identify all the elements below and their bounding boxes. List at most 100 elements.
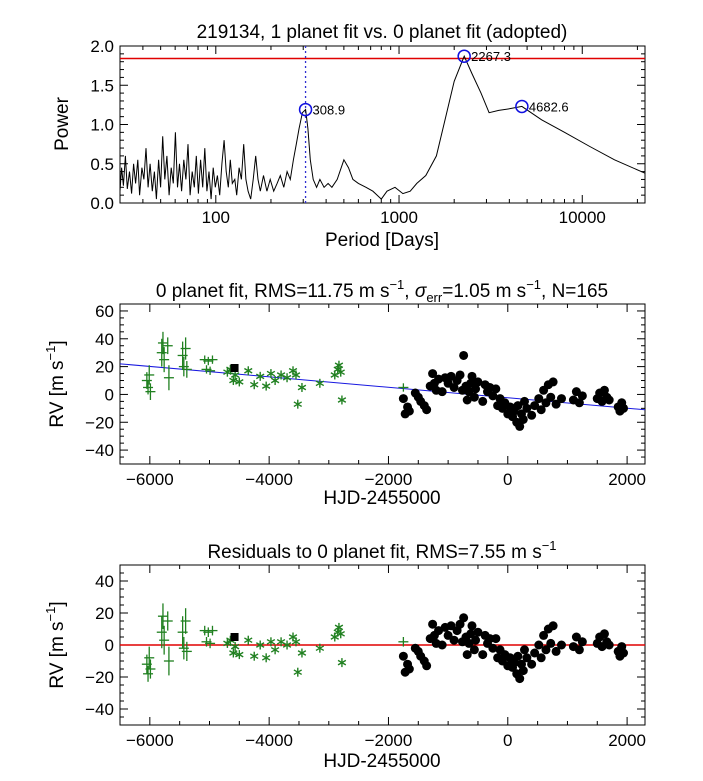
rv-y-label: RV [m s−1]: [43, 340, 68, 427]
star-data-point: [334, 360, 344, 370]
keck-data-point: [536, 653, 546, 663]
star-data-point: [291, 370, 301, 380]
old-data-point: [398, 383, 409, 392]
star-arm: [266, 638, 276, 645]
star-arm: [291, 372, 301, 378]
star-arm: [226, 637, 235, 644]
y-tick-label: −40: [85, 700, 114, 719]
star-arm: [330, 372, 340, 378]
rv-title-exp1: −1: [389, 277, 404, 292]
peak-label: 4682.6: [529, 99, 569, 114]
old-data-point: [162, 611, 173, 631]
keck-data-point: [519, 396, 529, 406]
keck-data-point: [571, 632, 581, 642]
star-arm: [270, 377, 280, 384]
x-tick-label: −4000: [245, 470, 293, 489]
star-arm: [255, 642, 265, 648]
keck-data-point: [527, 410, 537, 420]
rv-title-tail: , N=165: [541, 281, 608, 302]
star-data-point: [297, 382, 307, 392]
linear-trend-line: [119, 363, 646, 411]
star-arm: [244, 367, 253, 374]
keck-data-point: [478, 396, 488, 406]
keck-data-point: [513, 401, 523, 411]
rv-x-label: HJD-2455000: [323, 488, 440, 509]
residuals-title-exp: −1: [542, 538, 557, 553]
star-arm: [297, 650, 307, 656]
periodogram-plot-frame: [119, 45, 646, 204]
rv-title: 0 planet fit, RMS=11.75 m s−1, σerr=1.05…: [156, 277, 608, 305]
keck-data-point: [469, 392, 479, 402]
old-data-point: [181, 361, 192, 378]
periodogram-y-tick-label: 1.5: [90, 76, 114, 95]
rv-title-sigma: σ: [415, 281, 428, 302]
star-arm: [330, 634, 340, 640]
keck-data-point: [462, 395, 472, 405]
periodogram-curve: [119, 54, 646, 200]
y-tick-label: 20: [95, 604, 114, 623]
star-arm: [293, 669, 303, 676]
keck-data-point: [459, 350, 469, 360]
old-data-point: [159, 347, 170, 373]
keck-data-point: [467, 621, 477, 631]
old-data-point: [144, 365, 155, 385]
old-data-point: [145, 383, 156, 400]
keck-data-point: [534, 394, 544, 404]
star-data-point: [315, 378, 325, 388]
periodogram-y-tick-label: 2.0: [90, 37, 114, 56]
keck-data-point: [467, 371, 477, 381]
keck-data-point: [556, 394, 566, 404]
star-data-point: [255, 371, 265, 381]
keck-data-point: [422, 661, 432, 671]
star-arm: [282, 374, 292, 381]
rv-title-main: 0 planet fit, RMS=11.75 m s: [156, 281, 390, 302]
star-data-point: [293, 667, 303, 677]
x-tick-label: 0: [503, 470, 512, 489]
x-tick-label: −2000: [365, 731, 413, 750]
star-data-point: [297, 648, 307, 658]
keck-data-point: [574, 398, 584, 408]
keck-data-point: [536, 405, 546, 415]
periodogram-panel: 219134, 1 planet fit vs. 0 planet fit (a…: [52, 22, 646, 251]
rv-title-sub: err: [426, 290, 443, 305]
star-data-point: [337, 395, 347, 405]
keck-data-point: [488, 643, 498, 653]
keck-data-point: [604, 395, 614, 405]
star-arm: [229, 650, 238, 656]
old-data-point: [156, 616, 167, 649]
keck-data-point: [466, 629, 476, 639]
keck-data-point: [488, 391, 498, 401]
star-arm: [315, 645, 325, 652]
x-tick-label: −6000: [126, 731, 174, 750]
periodogram-x-tick-label: 10000: [559, 208, 606, 227]
old-data-point: [181, 641, 192, 661]
star-arm: [230, 643, 240, 650]
keck-data-point: [491, 634, 501, 644]
residuals-y-label-close: ]: [47, 601, 68, 606]
star-data-point: [235, 377, 244, 387]
star-data-point: [255, 640, 265, 650]
old-data-point: [207, 355, 218, 364]
keck-data-point: [469, 645, 479, 655]
old-data-point: [180, 608, 191, 634]
star-data-point: [249, 380, 259, 390]
periodogram-x-tick-label: 100: [202, 208, 230, 227]
star-data-point: [270, 645, 280, 655]
star-data-point: [293, 399, 303, 409]
star-arm: [337, 659, 347, 666]
old-data-point: [163, 646, 174, 676]
y-tick-label: 40: [95, 572, 114, 591]
periodogram-y-tick-label: 1.0: [90, 116, 114, 135]
star-data-point: [266, 369, 276, 379]
keck-data-point: [428, 619, 438, 629]
keck-data-point: [449, 635, 459, 645]
rv-title-eq: =1.05 m s: [442, 281, 526, 302]
keck-data-point: [546, 392, 556, 402]
star-arm: [282, 642, 292, 648]
star-data-point: [261, 653, 271, 663]
residuals-x-label: HJD-2455000: [323, 751, 440, 772]
rv-data-points: [141, 331, 629, 431]
keck-data-point: [491, 384, 501, 394]
keck-data-point: [527, 659, 537, 669]
